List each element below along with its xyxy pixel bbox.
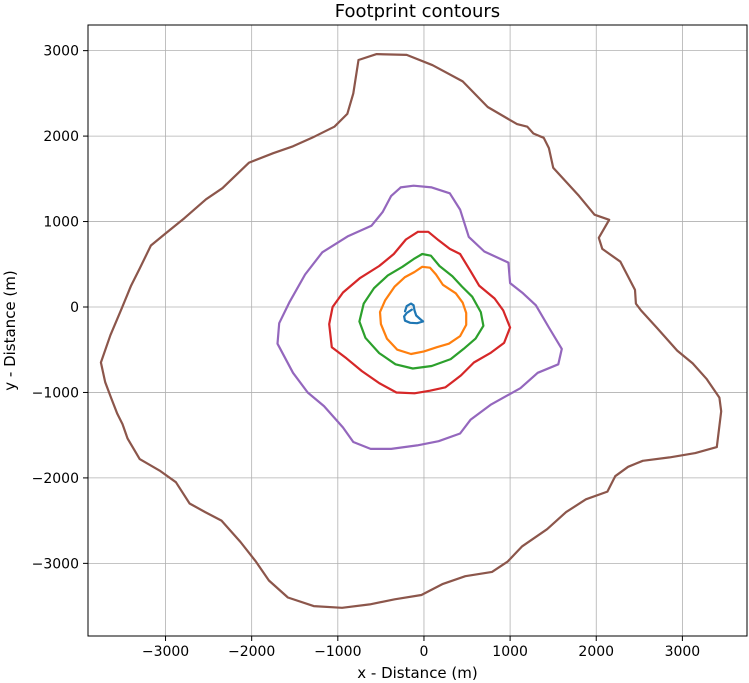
x-tick-label: 0 [419,644,428,660]
contour-line-6 [99,53,723,609]
y-tick-label: 3000 [43,44,79,60]
y-tick-label: 1000 [43,215,79,231]
contour-line-1 [403,302,425,325]
contour-line-4 [328,230,512,395]
y-tick-label: 2000 [43,129,79,145]
y-tick-label: −1000 [32,385,79,401]
y-axis-label: y - Distance (m) [1,270,19,391]
x-axis-label: x - Distance (m) [357,664,478,682]
contour-series [99,53,723,609]
contour-line-2 [378,265,468,356]
x-tick-label: −3000 [142,644,189,660]
chart-title: Footprint contours [335,1,500,22]
x-tick-label: 3000 [665,644,701,660]
ticks: −3000 −2000 −1000 0 1000 2000 3000 −3000 −2000 −1… [32,44,701,660]
y-tick-label: −2000 [32,471,79,487]
x-tick-label: −2000 [228,644,275,660]
y-tick-label: 0 [70,300,79,316]
plot-frame [87,24,748,637]
x-tick-label: −1000 [314,644,361,660]
contour-line-5 [276,184,563,450]
x-tick-label: 2000 [578,644,614,660]
contour-line-3 [358,252,485,370]
grid [88,25,747,636]
y-tick-label: −3000 [32,556,79,572]
x-tick-label: 1000 [492,644,528,660]
